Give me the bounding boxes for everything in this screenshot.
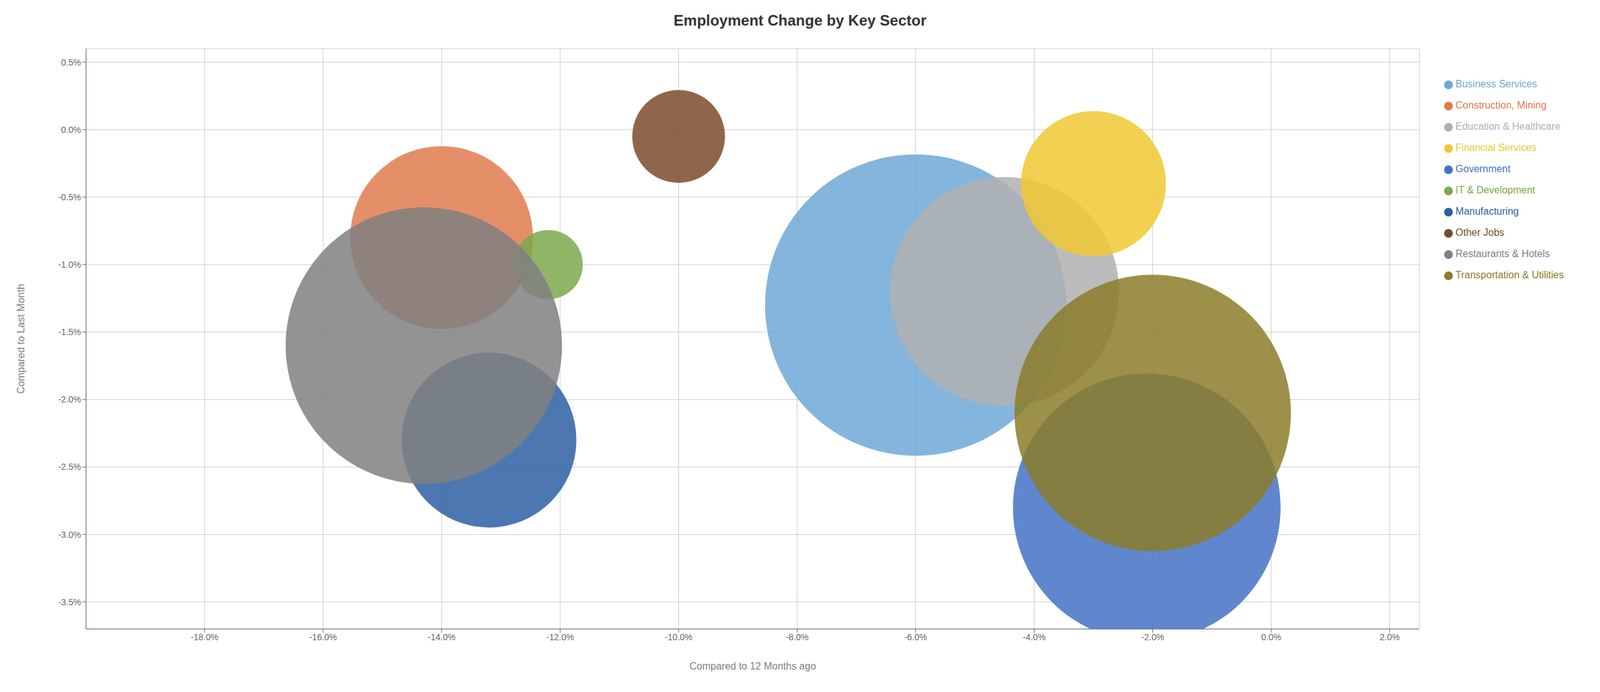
svg-text:-14.0%: -14.0% — [427, 631, 456, 642]
svg-text:-10.0%: -10.0% — [664, 631, 693, 642]
svg-text:-3.5%: -3.5% — [57, 596, 82, 607]
html-text:Manufacturing: Manufacturing — [1455, 205, 1519, 217]
html-text:Construction, Mining: Construction, Mining — [1455, 99, 1547, 111]
svg-text:-12.0%: -12.0% — [546, 631, 574, 642]
html-text:Government: Government — [1455, 163, 1511, 174]
svg-text:-1.5%: -1.5% — [57, 326, 82, 337]
svg-text:-6.0%: -6.0% — [904, 631, 928, 642]
svg-text:Compared to 12 Months ago: Compared to 12 Months ago — [689, 660, 817, 671]
html-text:Restaurants & Hotels: Restaurants & Hotels — [1455, 248, 1550, 259]
html-text:Financial Services: Financial Services — [1455, 142, 1537, 153]
svg-text:-2.0%: -2.0% — [57, 394, 82, 405]
svg-text:-2.0%: -2.0% — [1141, 631, 1165, 642]
svg-text:-18.0%: -18.0% — [190, 631, 219, 642]
svg-text:0.0%: 0.0% — [1261, 631, 1282, 642]
svg-text:-1.0%: -1.0% — [57, 259, 82, 270]
html-text:Business Services: Business Services — [1455, 78, 1538, 90]
html-text:Employment Change by Key Secto: Employment Change by Key Sector — [673, 11, 927, 29]
svg-text:-3.0%: -3.0% — [57, 529, 82, 540]
svg-text:-2.5%: -2.5% — [57, 461, 82, 472]
svg-text:2.0%: 2.0% — [1379, 631, 1400, 642]
svg-text:Compared to Last Month: Compared to Last Month — [15, 283, 27, 394]
html-text:IT & Development: IT & Development — [1455, 184, 1536, 196]
svg-text:-8.0%: -8.0% — [785, 631, 809, 642]
svg-text:-16.0%: -16.0% — [309, 631, 337, 642]
html-text:Transportation & Utilities: Transportation & Utilities — [1455, 269, 1564, 280]
svg-text:-4.0%: -4.0% — [1022, 631, 1046, 642]
html-text:Education & Healthcare: Education & Healthcare — [1455, 120, 1561, 132]
svg-text:0.0%: 0.0% — [61, 124, 82, 135]
svg-text:-0.5%: -0.5% — [57, 192, 82, 203]
html-text:Other Jobs: Other Jobs — [1455, 226, 1505, 238]
svg-text:0.5%: 0.5% — [61, 57, 82, 68]
